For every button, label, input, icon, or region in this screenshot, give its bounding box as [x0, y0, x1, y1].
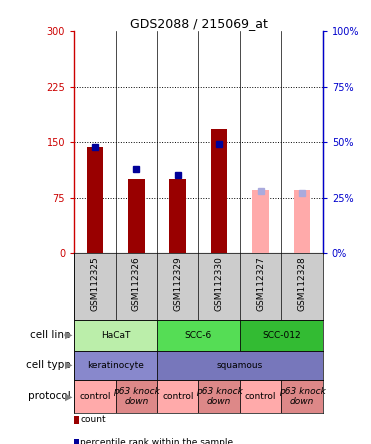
- Text: control: control: [79, 392, 111, 401]
- Bar: [116, 380, 157, 413]
- Bar: [294, 190, 311, 253]
- Text: GSM112325: GSM112325: [91, 257, 99, 311]
- Text: protocol: protocol: [28, 391, 70, 401]
- Text: GSM112326: GSM112326: [132, 257, 141, 311]
- Text: ▶: ▶: [65, 330, 72, 340]
- Text: squamous: squamous: [217, 361, 263, 370]
- Text: p63 knock
down: p63 knock down: [279, 387, 325, 406]
- Bar: [170, 179, 186, 253]
- Text: percentile rank within the sample: percentile rank within the sample: [80, 438, 233, 444]
- Text: HaCaT: HaCaT: [101, 331, 130, 340]
- Bar: [240, 380, 281, 413]
- Title: GDS2088 / 215069_at: GDS2088 / 215069_at: [129, 17, 267, 30]
- Bar: [128, 179, 145, 253]
- Bar: [281, 380, 323, 413]
- Text: count: count: [80, 415, 106, 424]
- Text: ▶: ▶: [65, 360, 72, 370]
- Bar: [211, 129, 227, 253]
- Text: GSM112328: GSM112328: [298, 257, 306, 311]
- Bar: [74, 380, 116, 413]
- Text: GSM112327: GSM112327: [256, 257, 265, 311]
- Bar: [198, 380, 240, 413]
- Bar: [74, 320, 157, 351]
- Text: p63 knock
down: p63 knock down: [196, 387, 243, 406]
- Text: control: control: [162, 392, 194, 401]
- Text: SCC-012: SCC-012: [262, 331, 301, 340]
- Bar: [74, 351, 157, 380]
- Text: cell line: cell line: [30, 330, 70, 340]
- Bar: [87, 147, 103, 253]
- Text: GSM112329: GSM112329: [173, 257, 182, 311]
- Text: keratinocyte: keratinocyte: [87, 361, 144, 370]
- Bar: [252, 190, 269, 253]
- Bar: [240, 320, 323, 351]
- Text: GSM112330: GSM112330: [215, 257, 224, 311]
- Text: control: control: [245, 392, 276, 401]
- Bar: [157, 380, 198, 413]
- Text: p63 knock
down: p63 knock down: [113, 387, 160, 406]
- Text: ▶: ▶: [65, 391, 72, 401]
- Text: cell type: cell type: [26, 360, 70, 370]
- Bar: [157, 320, 240, 351]
- Bar: [157, 351, 323, 380]
- Text: SCC-6: SCC-6: [185, 331, 212, 340]
